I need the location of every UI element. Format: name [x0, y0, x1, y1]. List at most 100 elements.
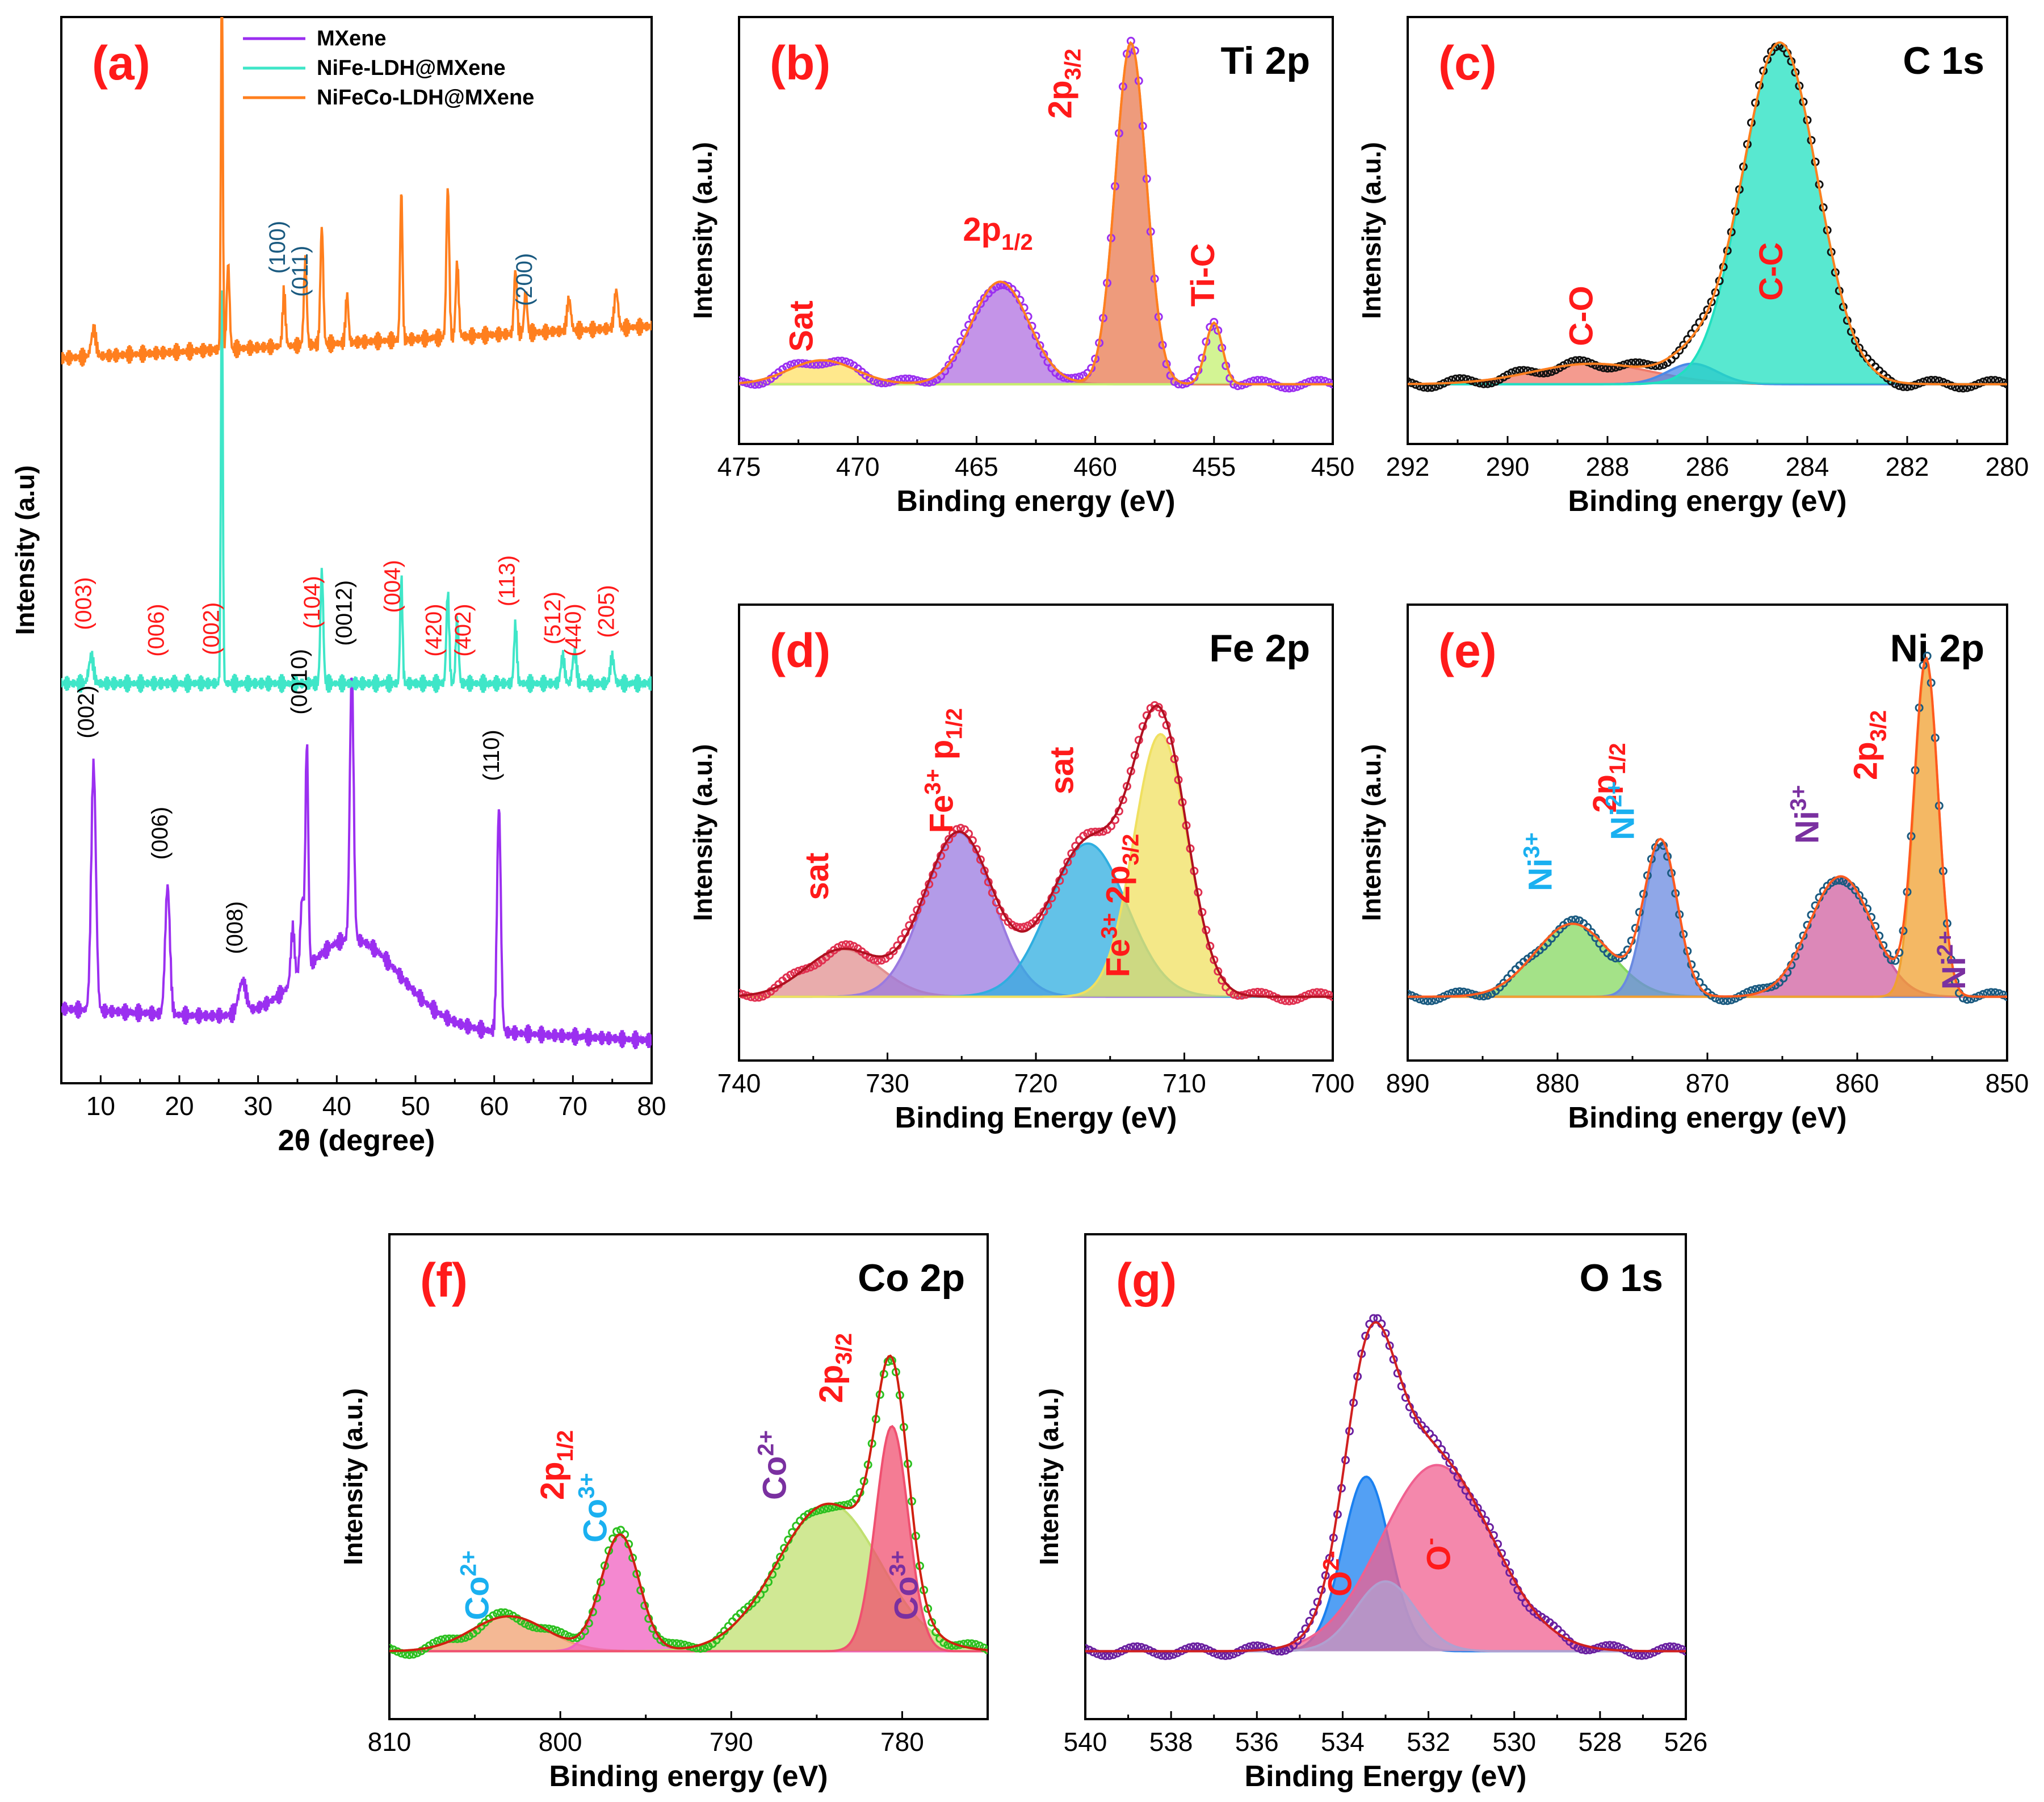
- data-point: [776, 1553, 785, 1561]
- peak-annotation: 2p3/2: [813, 1333, 857, 1403]
- annotation-script: 3+: [1097, 913, 1122, 939]
- annotation-script: 3/2: [1119, 834, 1144, 866]
- peak-annotation: Sat: [783, 300, 820, 351]
- annotation-main: Ni: [1936, 957, 1972, 990]
- x-tick-label: 870: [1686, 1068, 1730, 1098]
- data-point: [1245, 989, 1254, 998]
- component-peak-fill: [389, 1503, 988, 1652]
- component-peak-fill: [739, 843, 1333, 997]
- panel-f: 810 800 790 780 Binding energy (eV) Intensity…: [338, 1233, 989, 1793]
- annotation-main: Ni: [1605, 807, 1642, 840]
- x-axis-label: Binding energy (eV): [896, 485, 1175, 518]
- data-point: [913, 376, 922, 385]
- component-peak-fill: [739, 322, 1333, 384]
- hkl-label: (011): [288, 246, 313, 297]
- peak-annotation: C-O: [1563, 286, 1600, 346]
- annotation-script: -: [1417, 1537, 1442, 1545]
- x-tick-label: 730: [866, 1068, 909, 1098]
- component-peak-fill: [1408, 661, 2007, 997]
- x-tick-label: 50: [401, 1091, 430, 1121]
- component-peak-fill: [1408, 876, 2007, 997]
- hkl-label: (008): [223, 901, 247, 954]
- legend-entry: NiFe-LDH@MXene: [317, 56, 506, 80]
- annotation-main: 2p: [1586, 774, 1623, 813]
- data-point: [1999, 378, 2007, 387]
- panel-title: Co 2p: [858, 1256, 965, 1300]
- plot-area: [389, 1354, 988, 1659]
- data-point: [1523, 366, 1532, 375]
- annotation-script: 2-: [1319, 1550, 1344, 1571]
- data-point: [1210, 317, 1219, 326]
- panel-b: 475 470 465 460 455 450 Binding energy (eV) Int…: [688, 16, 1354, 518]
- panel-title: Ni 2p: [1890, 627, 1984, 670]
- annotation-tail: 2p: [1100, 865, 1137, 913]
- data-point: [945, 835, 954, 844]
- data-point: [1855, 343, 1863, 353]
- annotation-main: Co: [888, 1576, 925, 1620]
- annotation-script: 3+: [1786, 785, 1811, 811]
- component-peak-line: [1408, 41, 2007, 385]
- data-point: [739, 988, 744, 998]
- data-point: [1265, 378, 1274, 387]
- data-point: [1505, 1568, 1514, 1577]
- x-tick-label: 540: [1064, 1727, 1107, 1757]
- component-peak-fill: [1408, 363, 2007, 384]
- data-point: [1591, 933, 1600, 942]
- panel-label: (c): [1438, 36, 1497, 90]
- data-point: [1085, 1644, 1090, 1653]
- data-point: [1443, 990, 1452, 999]
- x-tick-label: 284: [1786, 452, 1829, 481]
- hkl-label: (003): [72, 577, 96, 630]
- peak-annotation: Ti-C: [1185, 243, 1222, 307]
- data-point: [1181, 1645, 1190, 1654]
- hkl-label: (0012): [332, 580, 357, 646]
- hkl-label: (200): [512, 253, 537, 306]
- data-point: [1324, 990, 1333, 999]
- data-point: [1113, 1649, 1122, 1658]
- annotation-script: 1/2: [942, 708, 967, 740]
- data-point: [1004, 282, 1013, 291]
- data-point: [1245, 378, 1254, 387]
- data-point: [1887, 956, 1896, 965]
- y-axis-label: Intensity (a.u.): [688, 142, 717, 319]
- envelope-line: [1085, 1321, 1686, 1653]
- data-point: [1665, 1642, 1674, 1651]
- annotation-main: Ni: [1522, 858, 1559, 891]
- data-point: [967, 1639, 976, 1648]
- x-tick-label: 890: [1386, 1068, 1430, 1098]
- peak-annotation: 2p3/2: [1042, 49, 1086, 119]
- annotation-script: 3+: [921, 769, 946, 795]
- annotation-main: 2p: [1042, 80, 1079, 119]
- x-tick-label: 290: [1486, 452, 1530, 481]
- data-point: [1413, 1416, 1422, 1425]
- peak-annotation: O2-: [1319, 1550, 1359, 1596]
- x-tick-label: 20: [165, 1091, 194, 1121]
- data-point: [1919, 378, 1928, 387]
- x-axis-label: Binding Energy (eV): [895, 1101, 1177, 1134]
- data-point: [1577, 1645, 1586, 1654]
- hkl-label: (004): [380, 560, 405, 613]
- x-tick-label: 465: [955, 452, 998, 481]
- component-peak-fill: [1085, 1581, 1686, 1652]
- data-point: [1591, 361, 1600, 370]
- annotation-script: 2+: [1933, 931, 1958, 957]
- panel-title: C 1s: [1903, 39, 1984, 82]
- x-tick-label: 780: [880, 1727, 924, 1757]
- x-axis-label: Binding energy (eV): [1568, 1101, 1846, 1134]
- plot-area: [739, 701, 1333, 1005]
- panel-title: O 1s: [1580, 1256, 1663, 1300]
- data-point: [1435, 380, 1444, 389]
- xrd-pattern-line: [61, 17, 652, 367]
- component-peak-fill: [739, 734, 1333, 997]
- data-point: [1063, 857, 1072, 866]
- annotation-main: 2p: [534, 1461, 571, 1500]
- data-point: [820, 1505, 829, 1514]
- plot-area: [1085, 1314, 1686, 1661]
- hkl-label: (0010): [287, 649, 312, 715]
- data-point: [917, 898, 926, 906]
- annotation-script: 3/2: [832, 1333, 857, 1365]
- y-axis-label: Intensity (a.u): [10, 465, 40, 635]
- hkl-label: (104): [300, 576, 325, 628]
- y-axis-label: Intensity (a.u.): [688, 744, 717, 921]
- annotation-main: Co: [459, 1576, 496, 1620]
